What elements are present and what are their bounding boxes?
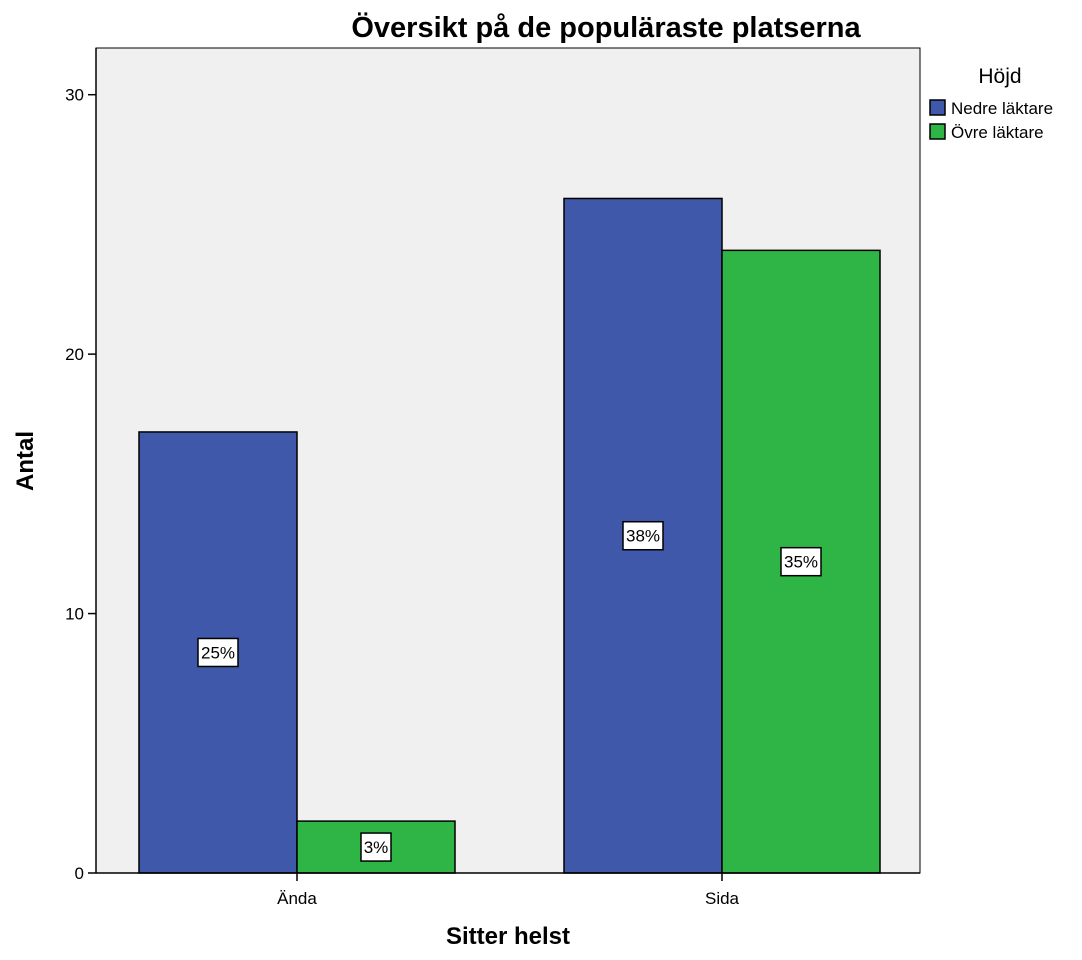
data-label: 35%: [784, 553, 818, 572]
y-tick-label: 20: [65, 345, 84, 364]
y-axis-ticks: 0 10 20 30: [65, 86, 96, 883]
legend-swatch: [929, 123, 946, 140]
legend-label: Nedre läktare: [951, 99, 1053, 118]
data-label-box: [622, 520, 664, 551]
y-axis-title: Antal: [12, 431, 39, 491]
legend-label: Övre läktare: [951, 123, 1044, 142]
data-label-box: [360, 832, 392, 862]
legend: Höjd Nedre läktare Övre läktare: [929, 65, 1053, 142]
y-tick-label: 10: [65, 605, 84, 624]
y-tick-label: 30: [65, 86, 84, 105]
x-axis-ticks: Ända Sida: [277, 873, 740, 908]
data-label-box: [780, 546, 822, 577]
data-label-box: [197, 637, 239, 668]
chart-title: Översikt på de populäraste platserna: [351, 11, 861, 44]
legend-items: Nedre läktare Övre läktare: [929, 99, 1053, 142]
data-labels-layer: 25% 38% 3% 35%: [197, 520, 822, 862]
x-tick-label: Ända: [277, 889, 317, 908]
data-label: 25%: [201, 643, 235, 662]
data-label: 38%: [626, 527, 660, 546]
data-label: 3%: [364, 838, 389, 857]
legend-title: Höjd: [978, 65, 1021, 88]
x-axis-title: Sitter helst: [446, 923, 570, 950]
x-tick-label: Sida: [705, 889, 740, 908]
y-tick-label: 0: [75, 864, 84, 883]
legend-swatch: [929, 99, 946, 116]
